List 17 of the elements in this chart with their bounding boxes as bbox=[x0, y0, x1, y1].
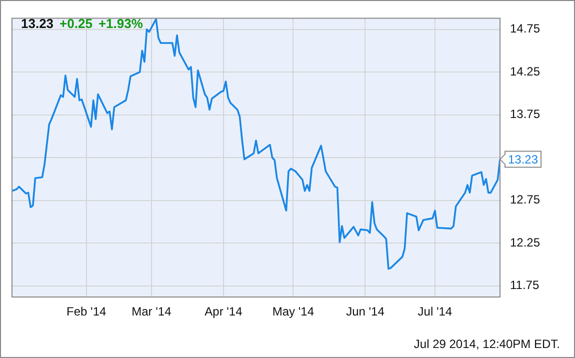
x-tick-label: Mar '14 bbox=[132, 304, 172, 319]
x-tick-label: Jun '14 bbox=[346, 304, 385, 319]
annotation: +0.25 bbox=[60, 16, 92, 31]
y-tick-label: 13.75 bbox=[510, 107, 540, 122]
y-tick-label: 11.75 bbox=[510, 278, 540, 292]
text: Jul 29 2014, 12:40PM EDT. bbox=[414, 337, 560, 351]
y-tick-label: 14.75 bbox=[510, 22, 540, 36]
x-tick-label: Jul '14 bbox=[418, 304, 452, 319]
annotation: 13.23 bbox=[508, 152, 538, 167]
y-tick-label: 12.75 bbox=[510, 192, 540, 207]
x-tick-label: May '14 bbox=[272, 304, 314, 319]
y-tick-label: 12.25 bbox=[510, 235, 540, 250]
x-tick-label: Feb '14 bbox=[66, 304, 107, 319]
y-tick-label: 14.25 bbox=[510, 64, 540, 78]
annotation: +1.93% bbox=[98, 16, 143, 31]
annotation: 13.23 bbox=[21, 16, 54, 31]
x-tick-label: Apr '14 bbox=[204, 304, 243, 319]
